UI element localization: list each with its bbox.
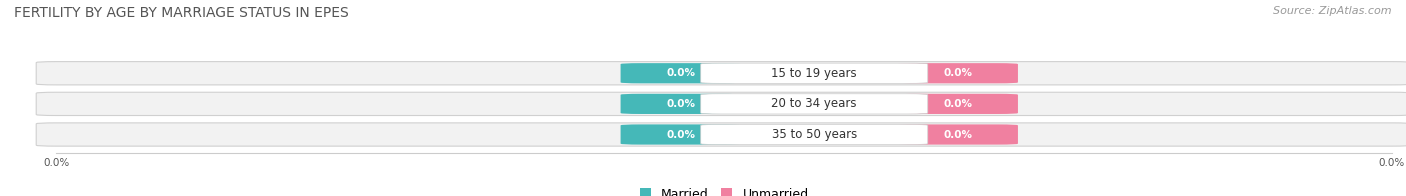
FancyBboxPatch shape [700,63,928,83]
Text: 20 to 34 years: 20 to 34 years [772,97,858,110]
Text: 0.0%: 0.0% [666,68,695,78]
Text: 0.0%: 0.0% [666,130,695,140]
FancyBboxPatch shape [37,92,1406,115]
Text: 0.0%: 0.0% [943,99,973,109]
FancyBboxPatch shape [898,63,1018,83]
FancyBboxPatch shape [620,124,741,145]
Text: 0.0%: 0.0% [943,130,973,140]
Legend: Married, Unmarried: Married, Unmarried [640,188,808,196]
Text: 0.0%: 0.0% [943,68,973,78]
FancyBboxPatch shape [700,124,928,145]
FancyBboxPatch shape [37,62,1406,85]
FancyBboxPatch shape [898,124,1018,145]
FancyBboxPatch shape [620,63,741,83]
FancyBboxPatch shape [37,123,1406,146]
FancyBboxPatch shape [898,94,1018,114]
Text: 0.0%: 0.0% [666,99,695,109]
Text: Source: ZipAtlas.com: Source: ZipAtlas.com [1274,6,1392,16]
FancyBboxPatch shape [700,94,928,114]
FancyBboxPatch shape [620,94,741,114]
Text: 35 to 50 years: 35 to 50 years [772,128,856,141]
Text: FERTILITY BY AGE BY MARRIAGE STATUS IN EPES: FERTILITY BY AGE BY MARRIAGE STATUS IN E… [14,6,349,20]
Text: 15 to 19 years: 15 to 19 years [772,67,858,80]
